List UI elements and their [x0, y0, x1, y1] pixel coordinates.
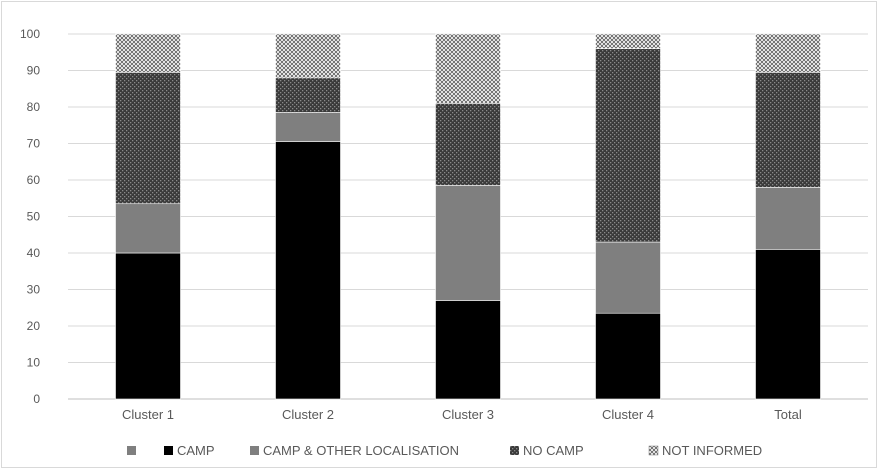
- bar-segment-camp-other-localisation: [115, 203, 181, 254]
- legend-label: CAMP & OTHER LOCALISATION: [263, 443, 459, 458]
- bar-segment-camp: [755, 249, 821, 400]
- y-tick-label: 0: [33, 392, 40, 406]
- bar-stack: [595, 33, 661, 400]
- y-tick-label: 100: [20, 27, 40, 41]
- bar-segment-not-informed: [595, 33, 661, 49]
- bar-segment-camp: [275, 141, 341, 400]
- legend-label: NOT INFORMED: [662, 443, 762, 458]
- legend-marker: [127, 446, 136, 455]
- y-axis-ticks: 0 10 20 30 40 50 60 70 80 90 100: [20, 27, 40, 406]
- legend-label: CAMP: [177, 443, 215, 458]
- bar-segment-not-informed: [115, 33, 181, 73]
- y-tick-label: 90: [27, 64, 41, 78]
- bar-segment-no-camp: [595, 48, 661, 243]
- bar-segment-no-camp: [115, 72, 181, 205]
- bar-segment-camp-other-localisation: [755, 187, 821, 250]
- y-tick-label: 60: [27, 173, 41, 187]
- bar-segment-camp: [115, 252, 181, 400]
- legend: CAMP CAMP & OTHER LOCALISATION NO CAMP NOT …: [127, 443, 762, 458]
- bars: [115, 33, 821, 400]
- bar-stack: [115, 33, 181, 400]
- y-tick-label: 50: [27, 210, 41, 224]
- y-tick-label: 10: [27, 356, 41, 370]
- legend-swatch: [510, 446, 519, 455]
- bar-segment-no-camp: [275, 77, 341, 113]
- x-axis-ticks: Cluster 1 Cluster 2 Cluster 3 Cluster 4 Tota…: [122, 407, 802, 422]
- x-tick-label: Cluster 3: [442, 407, 494, 422]
- bar-stack: [275, 33, 341, 400]
- y-tick-label: 20: [27, 319, 41, 333]
- y-tick-label: 70: [27, 137, 41, 151]
- legend-swatch: [648, 445, 659, 456]
- x-tick-label: Cluster 4: [602, 407, 654, 422]
- y-tick-label: 80: [27, 100, 41, 114]
- bar-segment-camp-other-localisation: [275, 112, 341, 142]
- bar-segment-not-informed: [275, 33, 341, 79]
- legend-swatch: [164, 446, 173, 455]
- bar-segment-camp-other-localisation: [595, 241, 661, 314]
- bar-segment-no-camp: [755, 72, 821, 188]
- x-tick-label: Cluster 1: [122, 407, 174, 422]
- legend-swatch: [250, 446, 259, 455]
- bar-segment-camp: [595, 312, 661, 400]
- y-tick-label: 40: [27, 246, 41, 260]
- y-tick-label: 30: [27, 283, 41, 297]
- bar-segment-no-camp: [435, 103, 501, 186]
- x-tick-label: Total: [774, 407, 802, 422]
- bar-segment-not-informed: [435, 33, 501, 104]
- x-tick-label: Cluster 2: [282, 407, 334, 422]
- bar-segment-camp: [435, 300, 501, 400]
- bar-segment-camp-other-localisation: [435, 185, 501, 301]
- bar-segment-not-informed: [755, 33, 821, 73]
- bar-stack: [755, 33, 821, 400]
- bar-stack: [435, 33, 501, 400]
- legend-label: NO CAMP: [523, 443, 584, 458]
